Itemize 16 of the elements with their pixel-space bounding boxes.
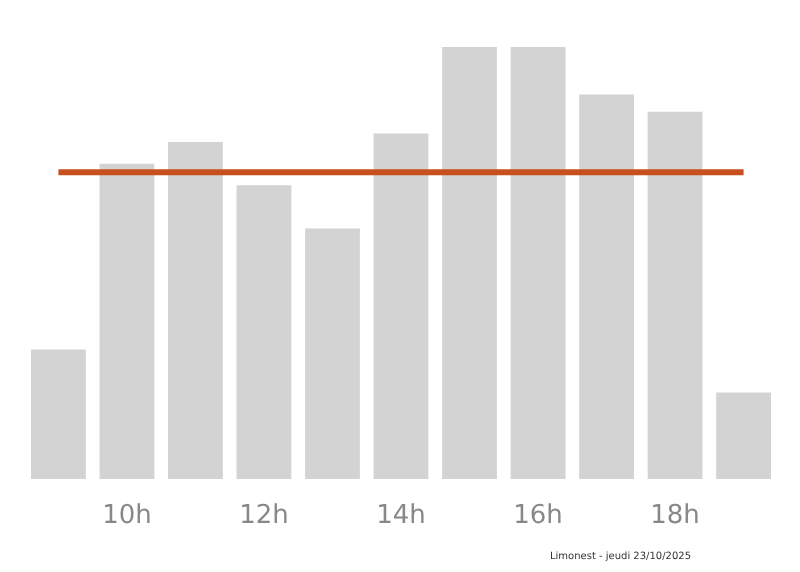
bar <box>647 111 703 479</box>
bar <box>168 142 223 479</box>
x-tick-label: 10h <box>102 501 152 531</box>
x-tick-label: 18h <box>650 501 700 531</box>
bar <box>236 185 292 479</box>
bar <box>99 163 155 479</box>
bar <box>510 47 566 479</box>
bar <box>31 349 86 479</box>
bar <box>305 228 360 479</box>
x-tick-label: 16h <box>513 501 563 531</box>
x-tick-label: 14h <box>376 501 426 531</box>
bar <box>373 133 429 479</box>
bar <box>716 392 771 479</box>
bar <box>579 94 634 479</box>
bar <box>442 47 497 479</box>
x-tick-label: 12h <box>239 501 289 531</box>
